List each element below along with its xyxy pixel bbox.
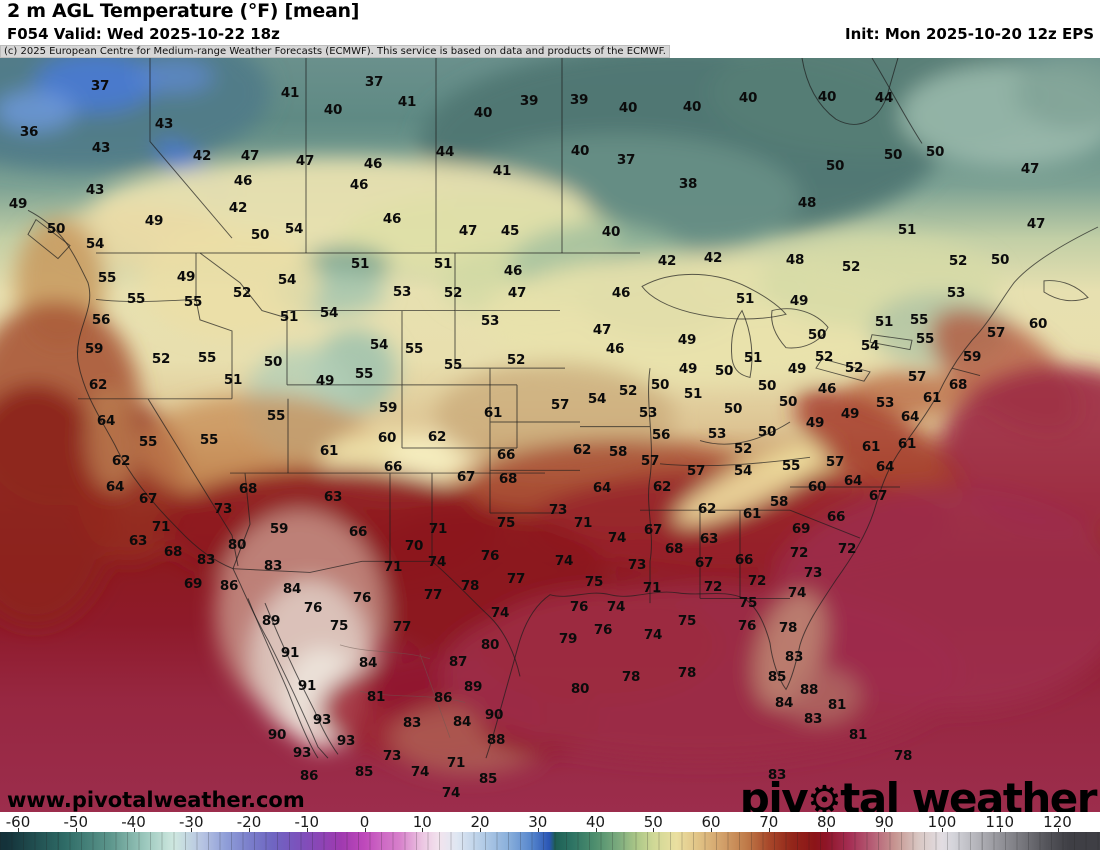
colorbar-tick-value: 80: [816, 813, 837, 831]
colorbar-tick-value: 0: [359, 813, 370, 831]
colorbar-tick-mark: [537, 828, 539, 832]
colorbar-tick-mark: [75, 828, 77, 832]
colorbar-tick-value: 110: [985, 813, 1015, 831]
colorbar-tick-value: -60: [5, 813, 31, 831]
colorbar-tick-mark: [768, 828, 770, 832]
colorbar-tick-mark: [595, 828, 597, 832]
colorbar-tick-mark: [711, 828, 712, 832]
colorbar-tick-labels: -60 -50 -40 -30 -20 -10 0 10 20 30 40 50 60 70 80 90 100…: [0, 812, 1100, 832]
colorbar-tick-mark: [1057, 828, 1059, 832]
watermark-url: www.pivotalweather.com: [7, 788, 305, 812]
temperature-map: 37 41 37 40 41 40 39 40 40 40 44 36 43 43 42 47 47 46 44 41…: [0, 58, 1100, 820]
colorbar-tick-value: 10: [412, 813, 432, 831]
colorbar-tick-mark: [653, 828, 655, 832]
valid-time-label: F054 Valid: Wed 2025-10-22 18z: [7, 25, 280, 43]
colorbar-tick-mark: [999, 828, 1001, 832]
colorbar-tick-value: 40: [585, 813, 606, 831]
colorbar-tick-value: 50: [643, 813, 663, 831]
copyright-notice: (c) 2025 European Centre for Medium-rang…: [0, 45, 670, 58]
colorbar-tick-mark: [364, 828, 366, 832]
colorbar-tick-mark: [422, 828, 424, 832]
colorbar-tick-mark: [306, 828, 308, 832]
colorbar-tick-mark: [18, 828, 19, 832]
colorbar-tick-value: 20: [470, 813, 490, 831]
colorbar-tick-value: 100: [927, 813, 957, 831]
colorbar-gradient: [0, 832, 1100, 850]
colorbar-tick-value: 60: [701, 813, 721, 831]
colorbar-tick-value: -30: [179, 813, 204, 831]
colorbar-tick-value: -10: [294, 813, 320, 831]
colorbar-tick-value: -50: [63, 813, 89, 831]
mexico-state-borders: [339, 644, 466, 738]
temperature-field-graphic: [0, 58, 1100, 812]
colorbar-tick-value: -40: [121, 813, 146, 831]
colorbar-tick-value: 30: [528, 813, 548, 831]
coastlines-and-borders: [27, 58, 1099, 759]
colorbar-tick-mark: [480, 828, 481, 832]
colorbar-tick-mark: [249, 828, 250, 832]
colorbar-tick-value: 90: [874, 813, 894, 831]
colorbar-tick-value: 120: [1043, 813, 1072, 831]
init-time-label: Init: Mon 2025-10-20 12z EPS: [845, 25, 1094, 43]
colorbar-tick-mark: [133, 828, 135, 832]
colorbar-tick-mark: [884, 828, 886, 832]
temperature-blobs: [0, 58, 1100, 775]
colorbar-tick-mark: [191, 828, 193, 832]
page-title: 2 m AGL Temperature (°F) [mean]: [7, 0, 360, 22]
colorbar-tick-value: 70: [759, 813, 779, 831]
colorbar-tick-mark: [942, 828, 943, 832]
colorbar-tick-mark: [826, 828, 828, 832]
colorbar-tick-value: -20: [236, 813, 262, 831]
